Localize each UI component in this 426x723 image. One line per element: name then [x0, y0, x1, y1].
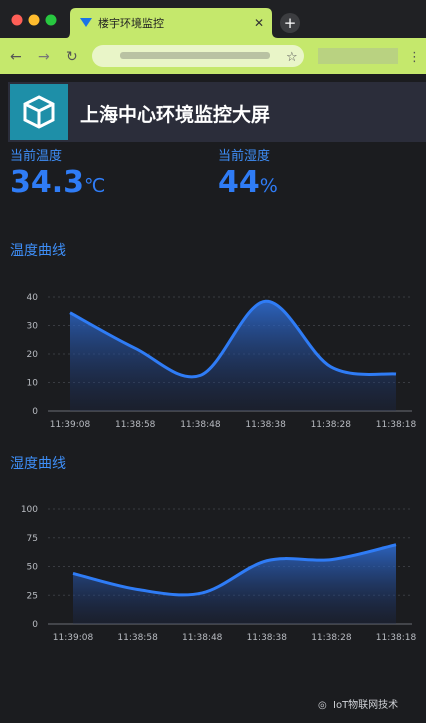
humidity-reading: 44%: [218, 165, 278, 200]
blurred-url: [120, 52, 270, 59]
forward-button[interactable]: →: [38, 49, 50, 65]
line: [69, 299, 397, 379]
temperature-reading: 34.3℃: [10, 165, 105, 200]
y-tick-label: 25: [27, 591, 38, 601]
y-tick-label: 40: [27, 293, 39, 303]
chart-title: 温度曲线: [10, 243, 66, 259]
active-tab[interactable]: [66, 8, 278, 38]
x-tick-label: 11:39:08: [53, 633, 94, 643]
y-tick-label: 0: [32, 620, 38, 630]
y-tick-label: 50: [27, 563, 39, 573]
humidity-label: 当前湿度: [218, 148, 270, 164]
menu-button[interactable]: ⋮: [408, 50, 421, 65]
temperature-value: 34.3: [10, 165, 84, 200]
y-tick-label: 75: [27, 534, 38, 544]
x-tick-label: 11:38:48: [182, 633, 223, 643]
x-tick-label: 11:38:58: [115, 420, 156, 430]
y-tick-label: 30: [27, 322, 39, 332]
area: [73, 544, 396, 624]
humidity-unit: %: [260, 175, 278, 197]
x-tick-label: 11:38:58: [117, 633, 158, 643]
new-tab-button[interactable]: [280, 13, 300, 33]
x-tick-label: 11:38:28: [311, 420, 352, 430]
y-tick-label: 10: [27, 379, 39, 389]
chart-title: 湿度曲线: [10, 456, 66, 472]
back-button[interactable]: ←: [10, 49, 22, 65]
tab-close[interactable]: ✕: [254, 16, 264, 30]
area: [70, 301, 396, 411]
line: [72, 543, 397, 597]
humidity-value: 44: [218, 165, 260, 200]
y-tick-label: 100: [21, 505, 38, 515]
maximize-button[interactable]: [45, 14, 57, 26]
close-button[interactable]: [11, 14, 23, 26]
header-band: [8, 82, 426, 142]
tab-icon: [80, 18, 92, 27]
watermark: IoT物联网技术: [333, 698, 398, 711]
y-tick-label: 20: [27, 350, 39, 360]
logo-cube: [23, 95, 55, 129]
header-title: 上海中心环境监控大屏: [80, 103, 270, 126]
x-tick-label: 11:39:08: [50, 420, 91, 430]
reload-button[interactable]: ↻: [66, 49, 78, 65]
new-tab-icon: +: [284, 14, 297, 32]
x-tick-label: 11:38:48: [180, 420, 221, 430]
extensions: [318, 48, 398, 64]
x-tick-label: 11:38:38: [245, 420, 286, 430]
x-tick-label: 11:38:18: [376, 420, 417, 430]
x-tick-label: 11:38:28: [311, 633, 352, 643]
x-tick-label: 11:38:18: [376, 633, 417, 643]
temperature-label: 当前温度: [10, 148, 62, 164]
minimize-button[interactable]: [28, 14, 40, 26]
watermark-icon: ◎: [318, 700, 327, 711]
temperature-unit: ℃: [84, 175, 105, 197]
y-tick-label: 0: [32, 407, 38, 417]
tab-title: 楼宇环境监控: [98, 16, 164, 30]
bookmark-star[interactable]: ☆: [286, 50, 298, 65]
x-tick-label: 11:38:38: [247, 633, 288, 643]
